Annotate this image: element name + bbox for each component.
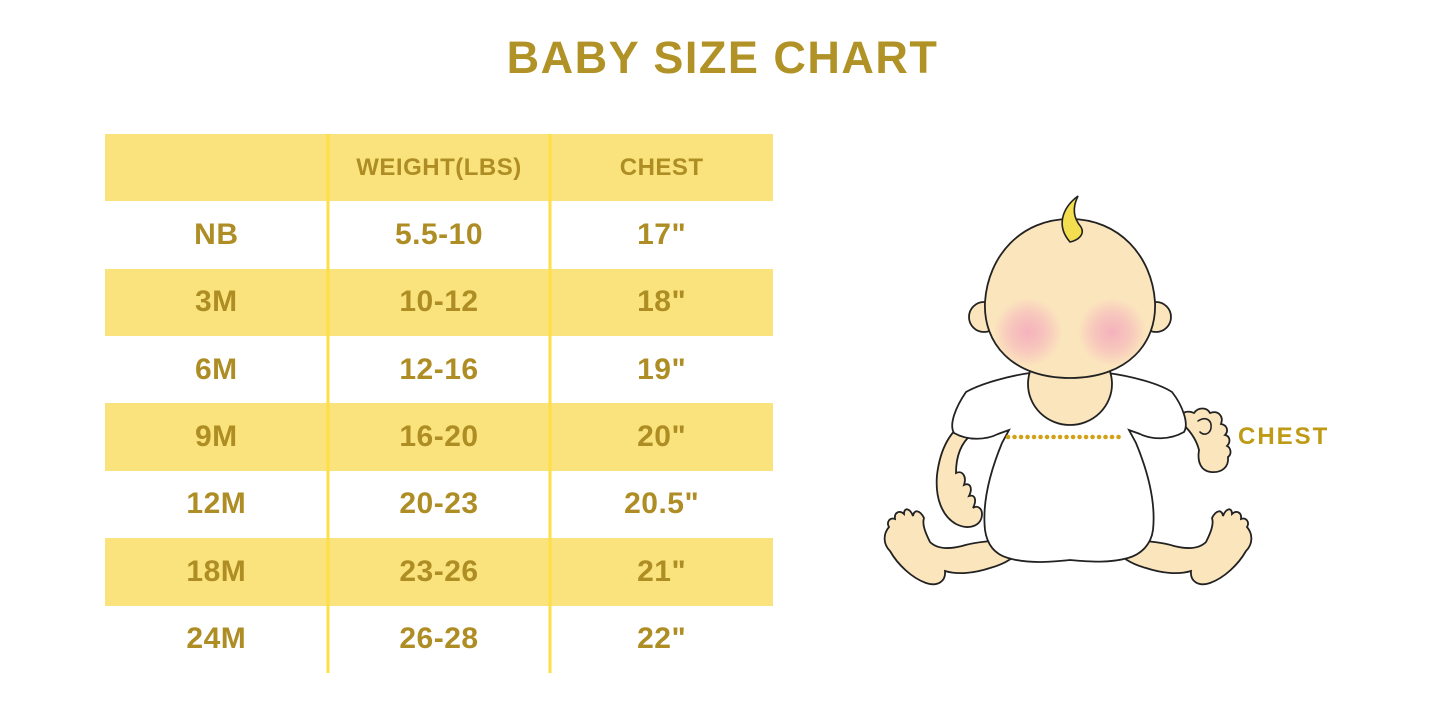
size-cell: 12M <box>186 487 247 521</box>
baby-illustration <box>883 195 1253 586</box>
baby-onesie <box>951 372 1187 563</box>
table-row: 3M 10-12 18" <box>105 268 773 337</box>
column-divider-1 <box>326 134 330 673</box>
baby-left-leg <box>883 508 1021 586</box>
chest-label: CHEST <box>1238 423 1330 450</box>
size-cell: NB <box>194 218 239 252</box>
weight-cell: 5.5-10 <box>394 218 484 252</box>
weight-cell: 23-26 <box>399 554 479 588</box>
table-row: 9M 16-20 20" <box>105 403 773 471</box>
baby-blush-left <box>994 298 1062 366</box>
baby-blush-right <box>1078 298 1146 366</box>
size-cell: 24M <box>186 622 247 656</box>
weight-cell: 10-12 <box>399 285 479 319</box>
chest-cell: 22" <box>637 622 687 656</box>
chest-cell: 18" <box>637 285 687 319</box>
size-cell: 18M <box>186 554 247 588</box>
table-row: 24M 26-28 22" <box>105 606 773 673</box>
page-title: BABY SIZE CHART <box>506 32 939 83</box>
weight-cell: 12-16 <box>399 352 479 386</box>
baby-thumb-curl-line <box>1197 418 1212 435</box>
baby-left-arm <box>935 419 1002 528</box>
table-row: 18M 23-26 21" <box>105 538 773 606</box>
chest-cell: 21" <box>637 554 687 588</box>
baby-right-leg <box>1115 508 1253 586</box>
chest-cell: 19" <box>637 352 687 386</box>
chest-cell: 20" <box>637 420 687 454</box>
table-rows: NB 5.5-10 17" 3M 10-12 18" 6M 12-16 19" 9M 16-20 20… <box>105 201 773 673</box>
header-weight-cell: WEIGHT(LBS) <box>356 153 522 181</box>
weight-cell: 20-23 <box>399 487 479 521</box>
chest-cell: 17" <box>637 218 687 252</box>
baby-right-arm <box>1176 407 1232 473</box>
column-divider-2 <box>548 134 552 673</box>
table-header-row: WEIGHT(LBS) CHEST <box>105 134 773 202</box>
table-row: 12M 20-23 20.5" <box>105 471 773 538</box>
table-row: 6M 12-16 19" <box>105 336 773 403</box>
baby-hair-curl <box>1061 195 1084 243</box>
chest-cell: 20.5" <box>624 487 700 521</box>
table-row: NB 5.5-10 17" <box>105 201 773 268</box>
weight-cell: 26-28 <box>399 622 479 656</box>
size-table: WEIGHT(LBS) CHEST NB 5.5-10 17" 3M 10-12 18" 6… <box>105 134 773 673</box>
weight-cell: 16-20 <box>399 420 479 454</box>
size-cell: 3M <box>194 285 238 319</box>
size-cell: 9M <box>194 420 238 454</box>
header-chest-cell: CHEST <box>619 153 704 181</box>
size-cell: 6M <box>194 352 238 386</box>
